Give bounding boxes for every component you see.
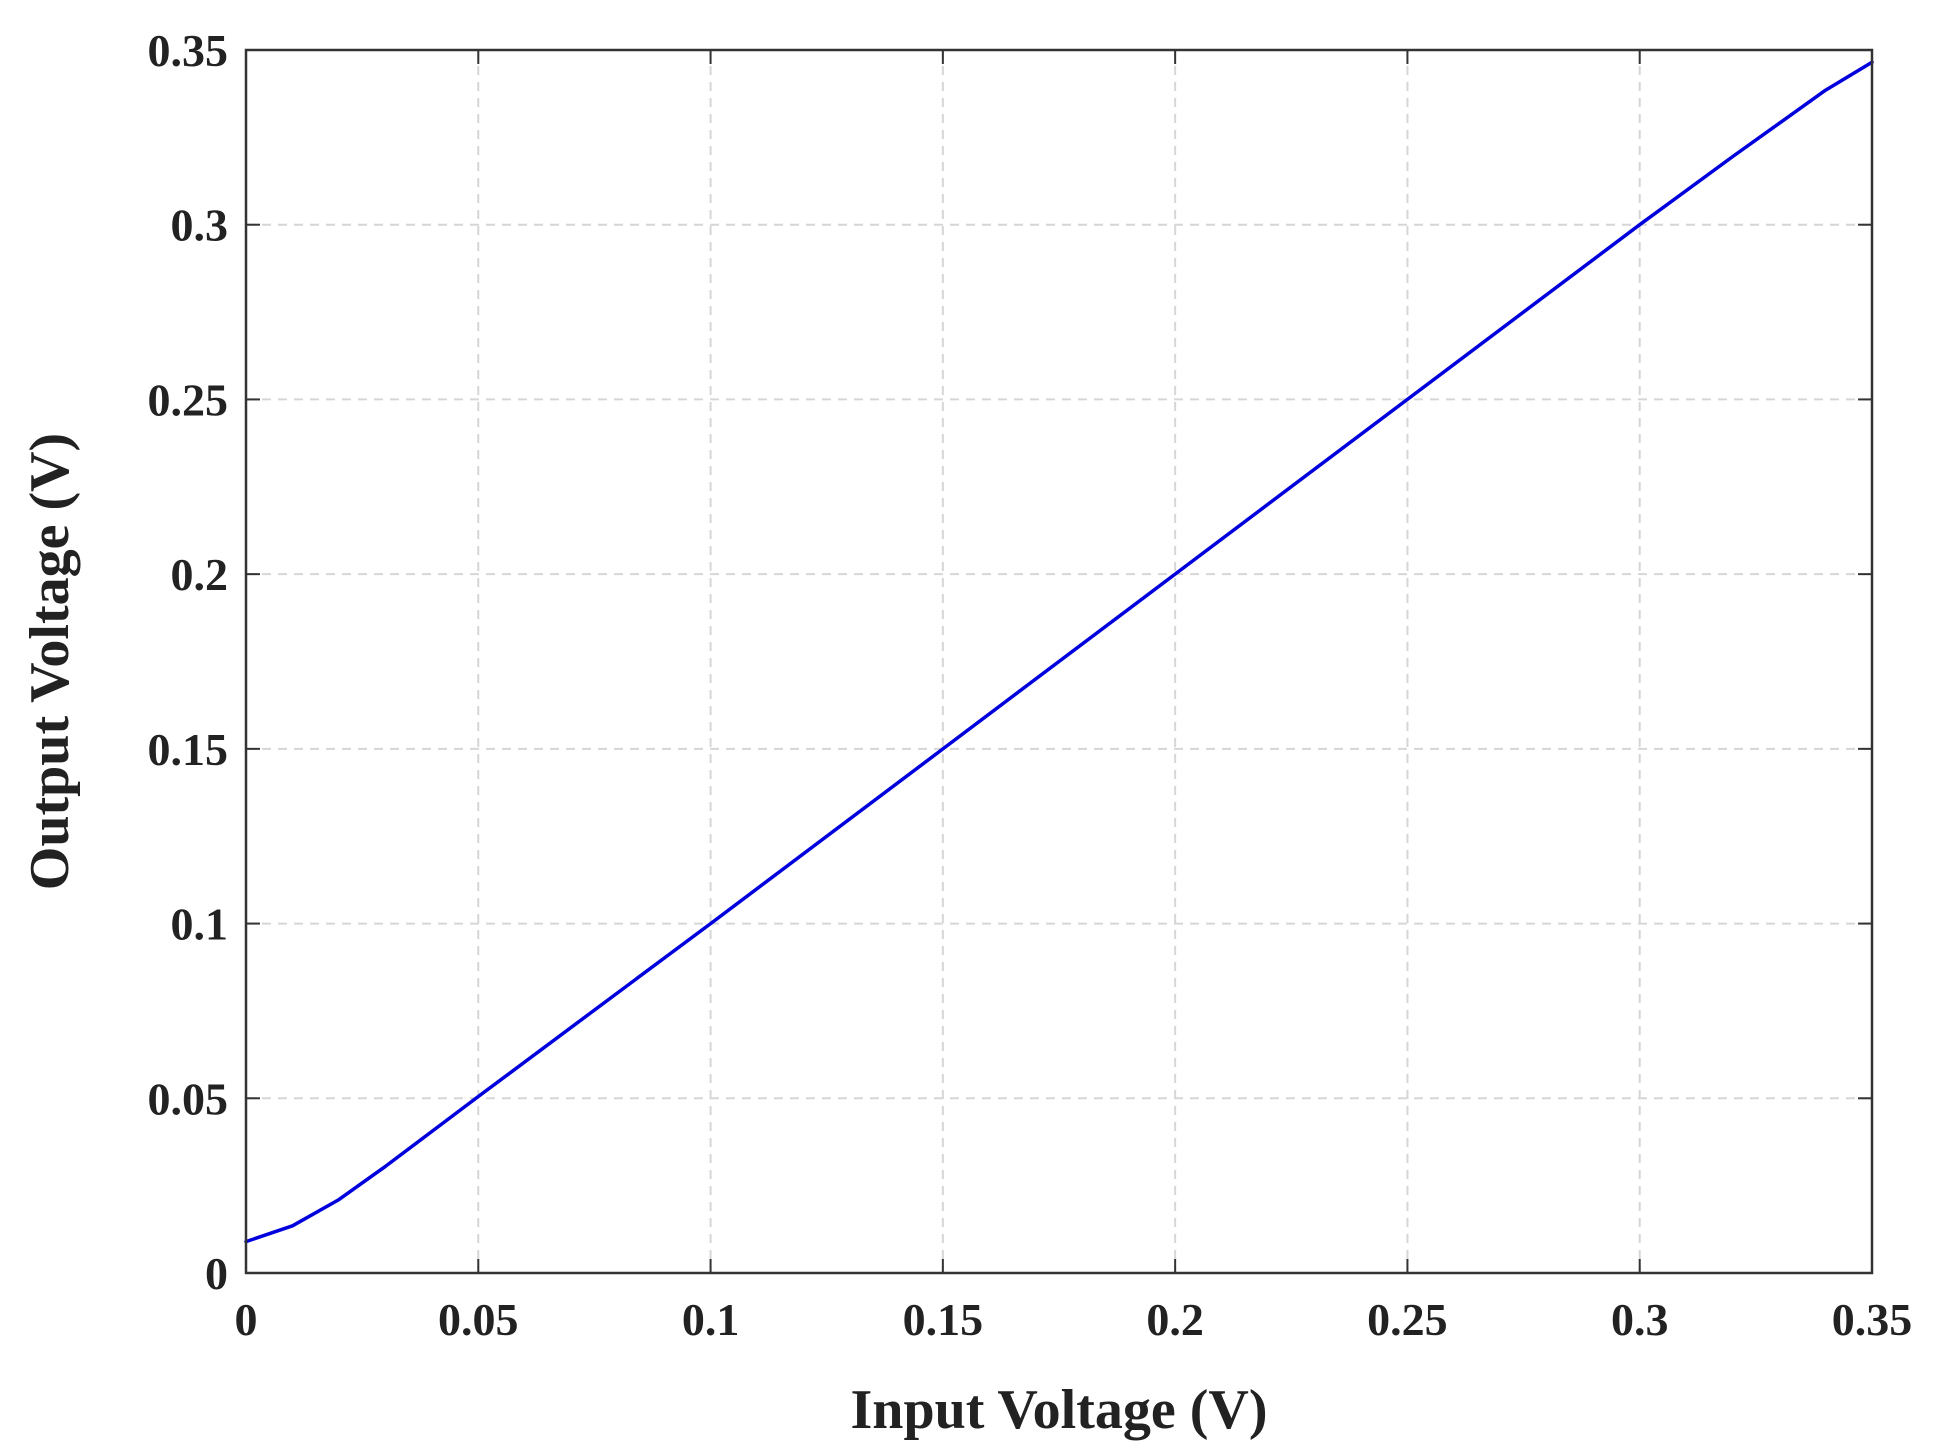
y-tick-label: 0.3 [171, 200, 229, 251]
plot-area-frame [244, 48, 1874, 1275]
y-tick-label: 0.2 [171, 549, 229, 600]
x-axis-label: Input Voltage (V) [851, 1379, 1268, 1441]
x-tick-label: 0.35 [1832, 1294, 1913, 1345]
axis-ticks: 0 0.05 0.1 0.15 0.2 0.25 0.3 0.35 0 0.05 0.1 0.15 0.… [148, 25, 1913, 1345]
y-tick-label: 0.25 [148, 374, 229, 425]
x-tick-label: 0.25 [1367, 1294, 1448, 1345]
x-tick-label: 0.2 [1146, 1294, 1204, 1345]
x-tick-label: 0 [235, 1294, 258, 1345]
y-tick-label: 0.05 [148, 1073, 229, 1124]
y-tick-label: 0.1 [171, 899, 229, 950]
x-tick-label: 0.3 [1611, 1294, 1669, 1345]
x-tick-label: 0.15 [903, 1294, 984, 1345]
x-tick-label: 0.05 [438, 1294, 519, 1345]
y-axis-label: Output Voltage (V) [19, 433, 81, 890]
grid [246, 50, 1872, 1273]
y-tick-label: 0.15 [148, 724, 229, 775]
series-layer [244, 60, 1874, 1244]
series-line-0 [244, 60, 1874, 1244]
y-tick-label: 0.35 [148, 25, 229, 76]
y-tick-label: 0 [205, 1248, 228, 1299]
x-tick-label: 0.1 [682, 1294, 740, 1345]
